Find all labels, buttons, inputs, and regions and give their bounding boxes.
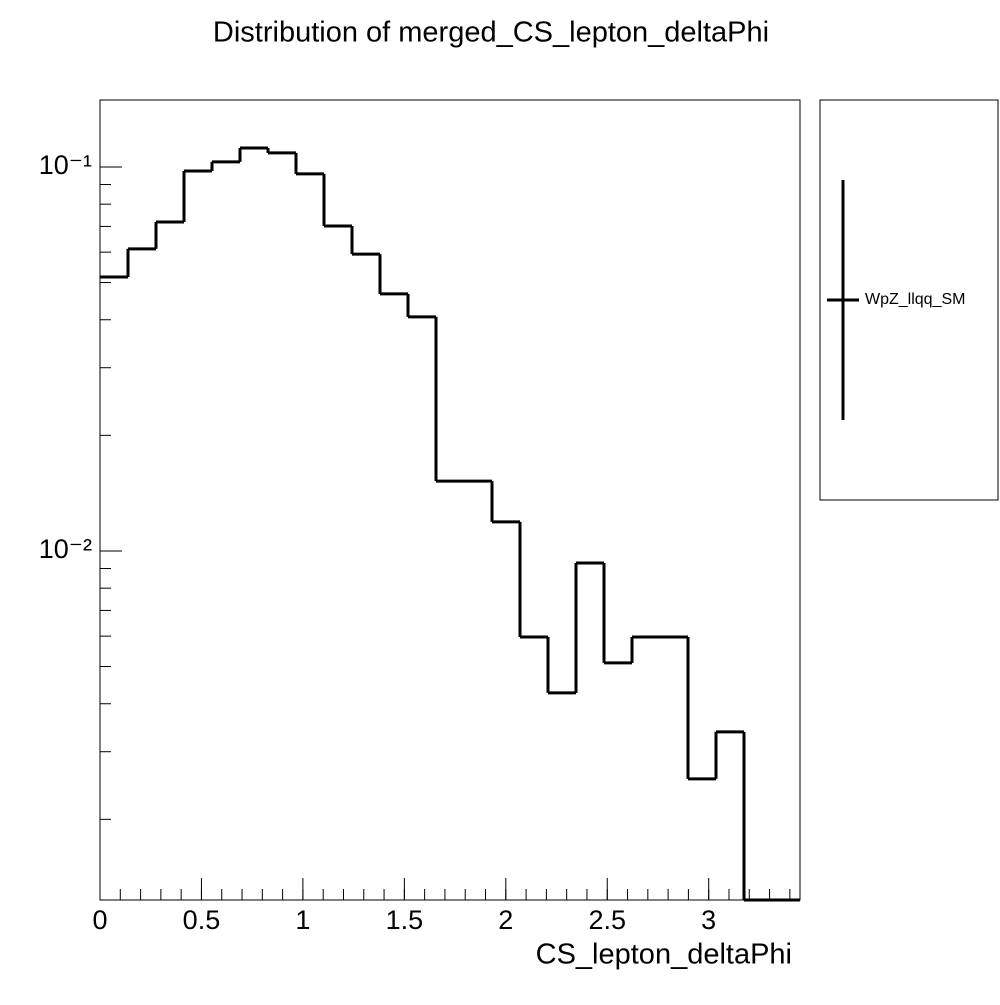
y-tick-label: 10⁻¹ xyxy=(39,150,92,180)
plot-frame xyxy=(99,99,801,901)
x-tick-label: 1.5 xyxy=(386,905,424,935)
x-tick-label: 1 xyxy=(295,905,310,935)
legend-label: WpZ_llqq_SM xyxy=(865,291,965,308)
x-tick-label: 0.5 xyxy=(183,905,221,935)
x-tick-label: 2.5 xyxy=(588,905,626,935)
chart-title: Distribution of merged_CS_lepton_deltaPh… xyxy=(213,17,769,49)
x-tick-label: 3 xyxy=(701,905,716,935)
x-tick-label: 0 xyxy=(92,905,107,935)
y-tick-label: 10⁻² xyxy=(39,534,92,564)
x-axis-label: CS_lepton_deltaPhi xyxy=(536,939,792,971)
x-tick-label: 2 xyxy=(498,905,513,935)
